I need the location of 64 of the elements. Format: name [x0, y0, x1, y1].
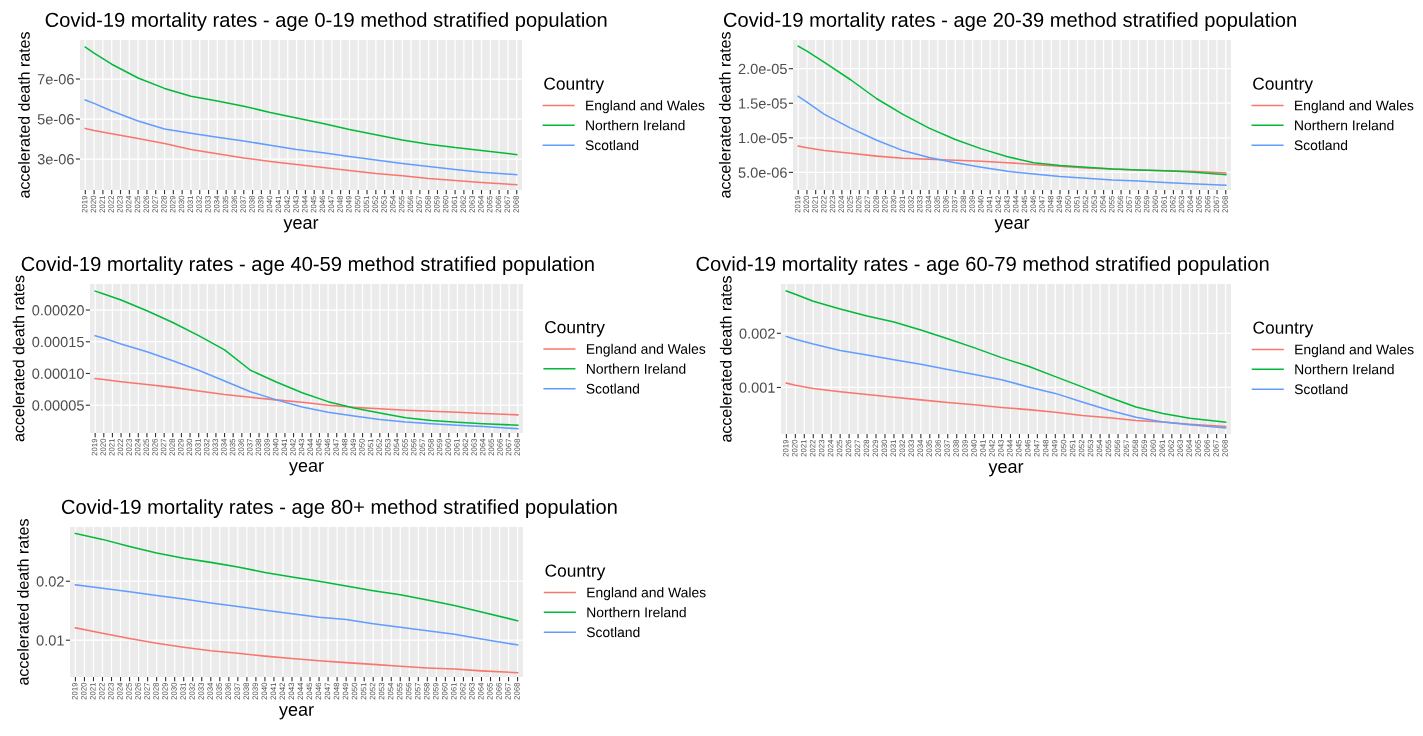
chart-title: Covid-19 mortality rates - age 40-59 method stratified population: [21, 256, 594, 276]
chart-title: Covid-19 mortality rates - age 0-19 method stratified population: [45, 12, 607, 31]
legend-label: Scotland: [1294, 383, 1348, 395]
x-axis-title: year: [288, 462, 324, 476]
y-tick-label: 1.5e-05: [739, 98, 787, 109]
line-series: [94, 290, 519, 426]
line-series: [785, 335, 1227, 429]
y-tick-label: 0.01: [36, 635, 64, 646]
chart-title: Covid-19 mortality rates - age 20-39 method stratified population: [723, 12, 1296, 31]
y-tick-label: 0.002: [739, 328, 775, 339]
line-series: [797, 45, 1227, 176]
legend-title: Country: [545, 564, 606, 581]
y-tick-label: 3e-06: [37, 154, 74, 165]
y-axis-title: accelerated death rates: [719, 276, 732, 442]
y-axis-title: accelerated death rates: [18, 32, 30, 198]
line-series: [785, 382, 1227, 428]
y-tick-label: 5e-06: [37, 114, 74, 125]
legend-title: Country: [1253, 77, 1314, 94]
line-series: [797, 95, 1227, 186]
x-axis-title: year: [278, 706, 314, 720]
y-tick-label: 0.00020: [32, 305, 84, 316]
legend-label: Northern Ireland: [1295, 120, 1394, 131]
line-series: [84, 127, 518, 186]
y-tick-label: 0.00010: [32, 368, 84, 379]
y-axis-title: accelerated death rates: [718, 32, 731, 198]
chart-title: Covid-19 mortality rates - age 60-79 method stratified population: [696, 256, 1269, 275]
line-series: [84, 46, 518, 156]
line-series: [94, 377, 519, 416]
legend-label: England and Wales: [586, 343, 706, 357]
y-tick-label: 0.00005: [32, 400, 84, 411]
x-axis-title: year: [283, 219, 319, 233]
chart-title: Covid-19 mortality rates - age 80+ method stratified population: [61, 499, 617, 518]
y-axis-title: accelerated death rates: [17, 519, 29, 685]
x-axis-title: year: [988, 463, 1024, 477]
line-series: [785, 290, 1227, 423]
legend-label: Northern Ireland: [586, 120, 685, 131]
legend-label: England and Wales: [586, 100, 705, 114]
y-axis-title: accelerated death rates: [12, 275, 25, 442]
y-tick-label: 0.02: [36, 576, 64, 587]
legend-title: Country: [544, 77, 605, 94]
legend-label: Northern Ireland: [1295, 364, 1394, 375]
legend-label: England and Wales: [1295, 100, 1414, 114]
legend-label: England and Wales: [587, 587, 706, 601]
legend-label: Scotland: [1294, 139, 1348, 151]
legend-label: Northern Ireland: [587, 607, 686, 618]
y-tick-label: 0.001: [739, 382, 775, 393]
legend-label: Scotland: [586, 383, 639, 394]
legend-label: Scotland: [585, 139, 639, 151]
legend-title: Country: [545, 321, 605, 337]
line-series: [74, 532, 519, 622]
line-series: [84, 99, 518, 176]
y-tick-label: 5.0e-06: [738, 167, 787, 178]
legend-title: Country: [1253, 321, 1314, 338]
line-series: [74, 627, 519, 674]
y-tick-label: 2.0e-05: [738, 63, 787, 75]
x-axis-title: year: [994, 219, 1030, 233]
y-tick-label: 7e-06: [37, 74, 74, 85]
legend-label: Northern Ireland: [586, 363, 686, 374]
y-tick-label: 0.00015: [32, 336, 84, 348]
legend-label: England and Wales: [1295, 344, 1414, 358]
line-series: [94, 334, 519, 430]
legend-label: Scotland: [586, 626, 640, 638]
line-series: [74, 584, 519, 646]
y-tick-label: 1.0e-05: [739, 132, 787, 144]
